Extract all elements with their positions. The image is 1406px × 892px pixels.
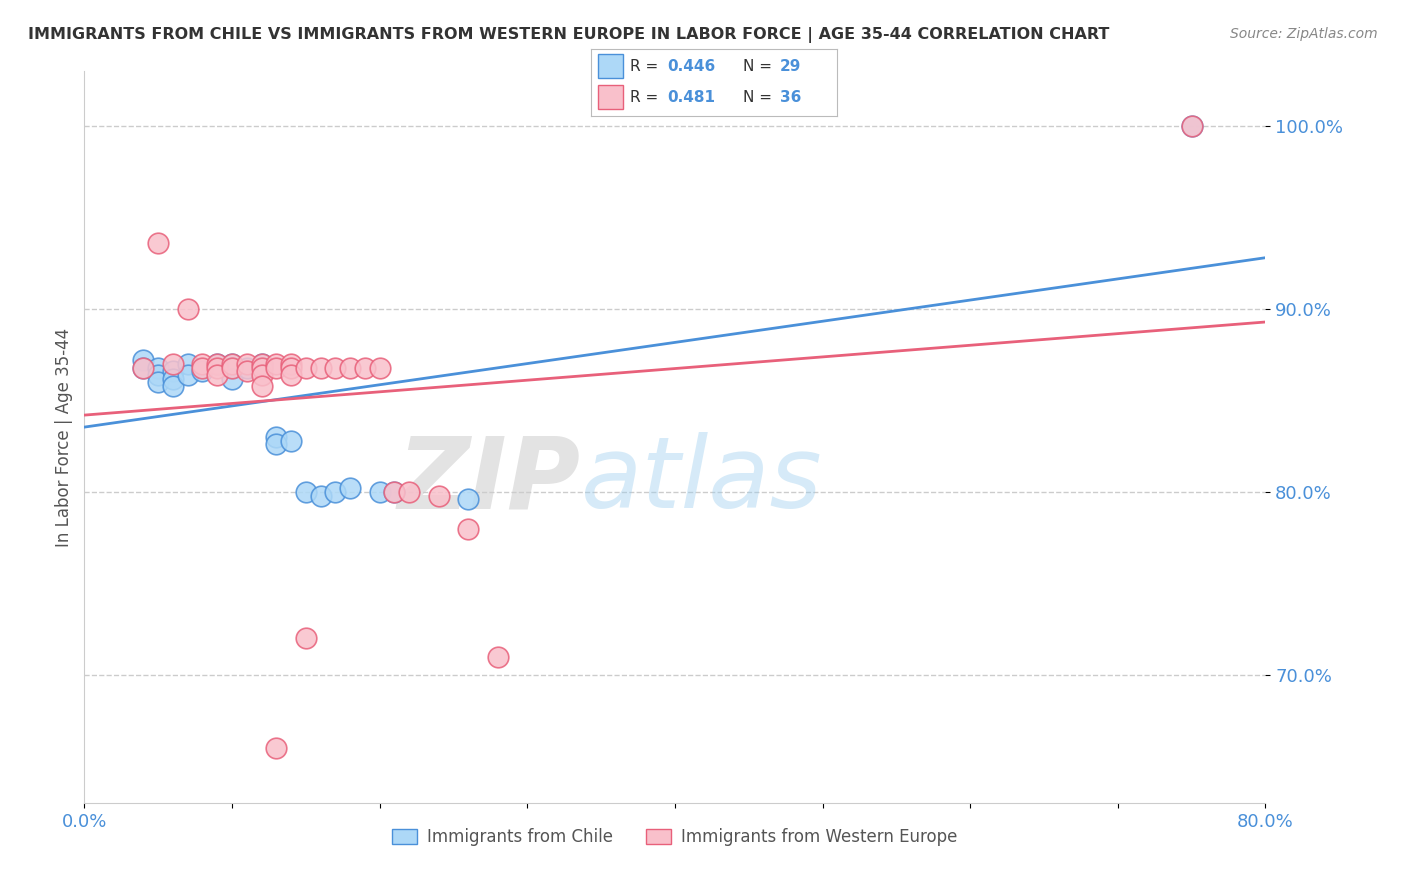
- Point: [177, 357, 200, 371]
- Point: [250, 368, 273, 382]
- Point: [162, 379, 184, 393]
- FancyBboxPatch shape: [598, 54, 623, 78]
- Point: [339, 360, 361, 375]
- Point: [250, 357, 273, 371]
- Point: [191, 364, 214, 378]
- Text: Source: ZipAtlas.com: Source: ZipAtlas.com: [1230, 27, 1378, 41]
- Point: [250, 360, 273, 375]
- Point: [368, 484, 391, 499]
- Text: N =: N =: [742, 59, 778, 74]
- Point: [221, 357, 243, 371]
- Point: [295, 360, 318, 375]
- Point: [266, 437, 288, 451]
- Point: [309, 360, 332, 375]
- Point: [295, 631, 318, 645]
- Point: [236, 360, 259, 375]
- Text: 36: 36: [780, 90, 801, 104]
- Point: [162, 364, 184, 378]
- Text: N =: N =: [742, 90, 778, 104]
- Point: [266, 430, 288, 444]
- Text: 29: 29: [780, 59, 801, 74]
- Point: [280, 357, 302, 371]
- Point: [368, 360, 391, 375]
- Text: R =: R =: [630, 59, 664, 74]
- Point: [162, 371, 184, 385]
- Point: [339, 481, 361, 495]
- Point: [325, 360, 347, 375]
- Legend: Immigrants from Chile, Immigrants from Western Europe: Immigrants from Chile, Immigrants from W…: [385, 822, 965, 853]
- Point: [148, 375, 170, 389]
- Point: [132, 360, 155, 375]
- Text: atlas: atlas: [581, 433, 823, 530]
- Text: R =: R =: [630, 90, 664, 104]
- Point: [132, 360, 155, 375]
- Point: [325, 484, 347, 499]
- Point: [132, 353, 155, 368]
- Point: [382, 484, 406, 499]
- Point: [1181, 119, 1204, 133]
- Point: [221, 371, 243, 385]
- Point: [486, 649, 509, 664]
- Point: [148, 368, 170, 382]
- Text: IMMIGRANTS FROM CHILE VS IMMIGRANTS FROM WESTERN EUROPE IN LABOR FORCE | AGE 35-: IMMIGRANTS FROM CHILE VS IMMIGRANTS FROM…: [28, 27, 1109, 43]
- Point: [354, 360, 377, 375]
- Text: ZIP: ZIP: [398, 433, 581, 530]
- Point: [148, 236, 170, 251]
- Point: [266, 360, 288, 375]
- Point: [207, 360, 229, 375]
- Point: [382, 484, 406, 499]
- Point: [162, 357, 184, 371]
- Point: [177, 368, 200, 382]
- Point: [1181, 119, 1204, 133]
- Point: [207, 368, 229, 382]
- Point: [427, 489, 450, 503]
- Point: [280, 360, 302, 375]
- Point: [398, 484, 420, 499]
- Point: [177, 301, 200, 316]
- Y-axis label: In Labor Force | Age 35-44: In Labor Force | Age 35-44: [55, 327, 73, 547]
- Point: [250, 360, 273, 375]
- Point: [191, 357, 214, 371]
- Text: 0.446: 0.446: [666, 59, 716, 74]
- Point: [207, 357, 229, 371]
- Point: [148, 360, 170, 375]
- Point: [221, 357, 243, 371]
- Point: [236, 357, 259, 371]
- Point: [266, 740, 288, 755]
- Point: [207, 357, 229, 371]
- Point: [309, 489, 332, 503]
- Point: [280, 368, 302, 382]
- Point: [457, 521, 479, 535]
- Point: [221, 360, 243, 375]
- Point: [191, 360, 214, 375]
- FancyBboxPatch shape: [598, 86, 623, 109]
- Point: [250, 357, 273, 371]
- Point: [266, 357, 288, 371]
- Point: [280, 434, 302, 448]
- Point: [250, 379, 273, 393]
- Text: 0.481: 0.481: [666, 90, 714, 104]
- Point: [295, 484, 318, 499]
- Point: [236, 364, 259, 378]
- Point: [457, 492, 479, 507]
- Point: [221, 360, 243, 375]
